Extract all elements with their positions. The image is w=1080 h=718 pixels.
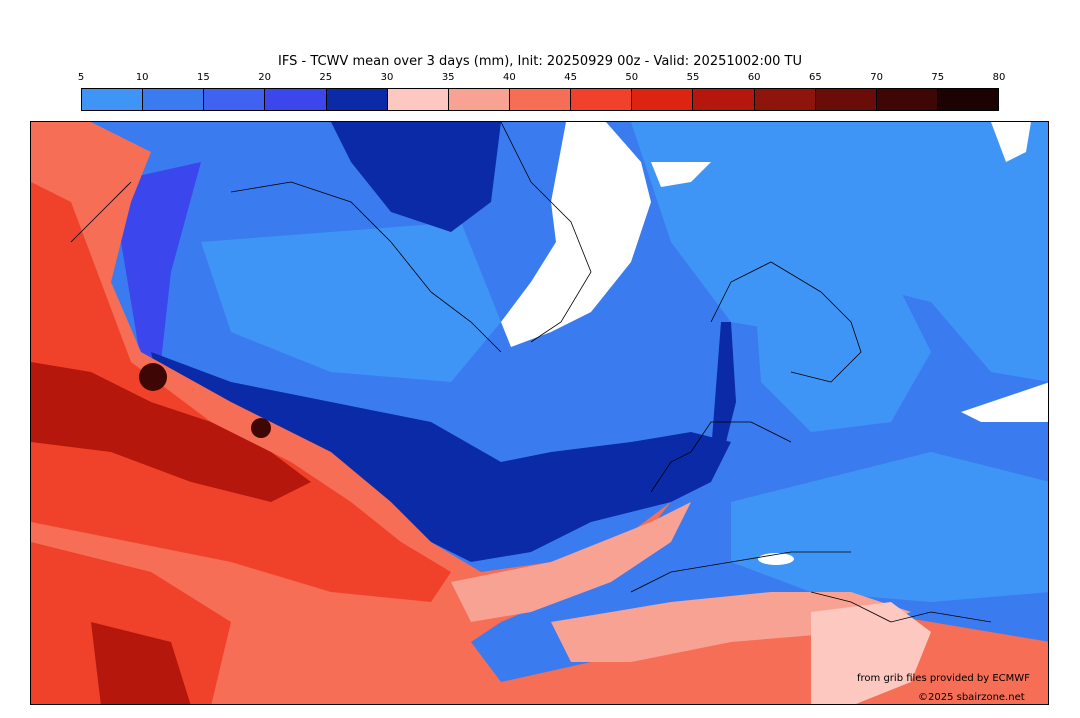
norwegian-band	[711, 322, 736, 452]
light-moisture-region	[631, 122, 1048, 382]
colorbar-tick-label: 60	[747, 72, 761, 83]
moist-boundary-band	[151, 352, 731, 562]
colorbar-tick-label: 20	[258, 72, 271, 83]
colorbar-cell	[387, 89, 449, 110]
subtropic-pink-band	[551, 592, 911, 662]
map-canvas	[31, 122, 1048, 704]
colorbar-tick-label: 65	[809, 72, 822, 83]
svalbard-ice	[651, 162, 711, 187]
colorbar-cell	[204, 89, 266, 110]
colorbar-cell	[571, 89, 633, 110]
colorbar-tick-label: 15	[197, 72, 210, 83]
colorbar-cell	[265, 89, 327, 110]
ar-core-region	[31, 182, 451, 602]
mediterranean-pink	[811, 602, 931, 704]
scandinavia-region	[751, 242, 931, 432]
colorbar-cell	[143, 89, 205, 110]
ar-dark-band	[31, 362, 311, 502]
chart-title: IFS - TCWV mean over 3 days (mm), Init: …	[278, 54, 802, 69]
colorbar-tick-label: 10	[135, 72, 149, 83]
colorbar-tick-label: 5	[77, 72, 85, 83]
colorbar-tick-label: 55	[686, 72, 700, 83]
credit-source: from grib files provided by ECMWF	[857, 673, 1030, 684]
colorbar-tick-label: 30	[380, 72, 394, 83]
colorbar-tick-label: 50	[625, 72, 639, 83]
coastlines	[70, 122, 992, 623]
colorbar-tick-label: 70	[870, 72, 883, 83]
southern-dark-region	[91, 622, 191, 704]
colorbar-cell	[326, 89, 388, 110]
colorbar-tick-label: 35	[441, 72, 455, 83]
colorbar-cell	[937, 89, 999, 110]
colorbar-cell	[754, 89, 816, 110]
colorbar-tick-label: 75	[931, 72, 945, 83]
cyclone-core-2	[251, 418, 271, 438]
franz-josef-ice	[991, 122, 1031, 162]
colorbar-tick-label: 80	[992, 72, 1006, 83]
colorbar	[81, 88, 999, 111]
europe-region	[731, 452, 1048, 602]
colorbar-tick-label: 45	[564, 72, 577, 83]
ar-tail-pink	[451, 502, 691, 622]
colorbar-cell	[82, 89, 144, 110]
colorbar-cell	[815, 89, 877, 110]
canada-region	[201, 222, 501, 382]
tcwv-map[interactable]	[30, 121, 1049, 705]
cyclone-core-1	[139, 363, 167, 391]
southern-red-region	[31, 542, 231, 704]
colorbar-cell	[693, 89, 755, 110]
colorbar-cell	[509, 89, 572, 110]
colorbar-tick-label: 40	[503, 72, 516, 83]
colorbar-cell	[632, 89, 694, 110]
colorbar-cell	[876, 89, 938, 110]
baffin-deep-band	[331, 122, 501, 232]
colorbar-cell	[448, 89, 510, 110]
ural-ice	[961, 382, 1048, 422]
colorbar-tick-label: 25	[319, 72, 333, 83]
credit-site: ©2025 sbairzone.net	[918, 692, 1025, 703]
